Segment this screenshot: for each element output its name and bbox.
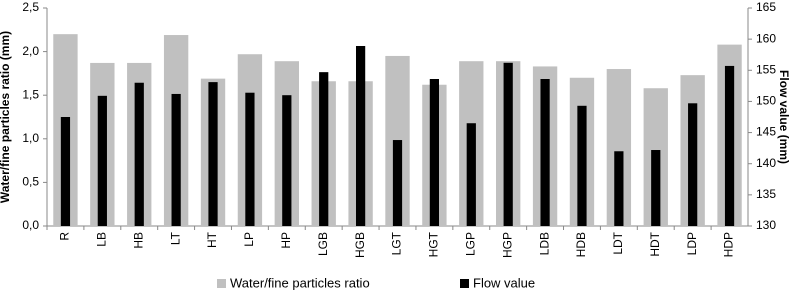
bar — [540, 79, 550, 227]
x-tick-label: HGP — [500, 232, 514, 258]
legend-swatch — [460, 279, 469, 288]
bar — [171, 93, 181, 226]
x-tick-label: R — [58, 232, 72, 241]
y2-tick-label: 145 — [756, 125, 776, 139]
x-tick-label: HT — [205, 231, 219, 248]
y-tick-label: 1,0 — [22, 131, 39, 145]
bar — [651, 150, 661, 226]
bar — [466, 123, 476, 226]
y-tick-label: 2,0 — [22, 44, 39, 58]
bar — [97, 95, 107, 226]
bar — [577, 105, 587, 226]
y-tick-label: 0,5 — [22, 175, 39, 189]
legend-label: Water/fine particles ratio — [230, 275, 370, 290]
y2-tick-label: 150 — [756, 94, 776, 108]
x-tick-label: LDT — [611, 231, 625, 254]
legend-swatch — [217, 279, 226, 288]
x-tick-label: HGB — [353, 232, 367, 258]
legend-label: Flow value — [473, 275, 535, 290]
y2-tick-label: 130 — [756, 218, 776, 232]
x-tick-label: LDB — [537, 232, 551, 255]
y2-tick-label: 155 — [756, 62, 776, 76]
x-tick-label: LGB — [316, 232, 330, 256]
bar — [319, 72, 329, 226]
x-tick-label: HGT — [427, 231, 441, 257]
x-tick-label: HDP — [722, 232, 736, 257]
bar — [282, 95, 292, 226]
y2-tick-label: 135 — [756, 187, 776, 201]
bar — [392, 140, 403, 226]
bar — [208, 82, 218, 227]
bar — [60, 117, 71, 226]
y-axis-title: Water/fine particles ratio (mm) — [0, 31, 12, 203]
y2-tick-label: 140 — [756, 156, 776, 170]
bar — [614, 151, 624, 226]
x-tick-label: LDP — [685, 232, 699, 255]
y-tick-label: 1,5 — [22, 87, 39, 101]
x-tick-label: LGP — [463, 232, 477, 256]
x-tick-label: HDT — [648, 231, 662, 256]
bar — [503, 62, 513, 226]
bar — [355, 45, 366, 226]
bar — [245, 92, 255, 226]
y2-tick-label: 165 — [756, 0, 776, 14]
x-tick-label: LGT — [390, 231, 404, 255]
x-tick-label: HB — [131, 232, 145, 249]
y2-tick-label: 160 — [756, 31, 776, 45]
bar — [724, 65, 735, 226]
x-tick-label: LP — [242, 232, 256, 247]
y2-axis-title: Flow value (mm) — [777, 70, 790, 164]
x-tick-label: HP — [279, 232, 293, 249]
x-tick-label: HDB — [574, 232, 588, 257]
bar — [688, 103, 698, 226]
y-tick-label: 2,5 — [22, 0, 39, 14]
bar — [134, 82, 144, 226]
bar — [429, 79, 440, 227]
x-tick-label: LB — [95, 232, 109, 247]
x-tick-label: LT — [168, 231, 182, 245]
y-tick-label: 0,0 — [22, 218, 39, 232]
